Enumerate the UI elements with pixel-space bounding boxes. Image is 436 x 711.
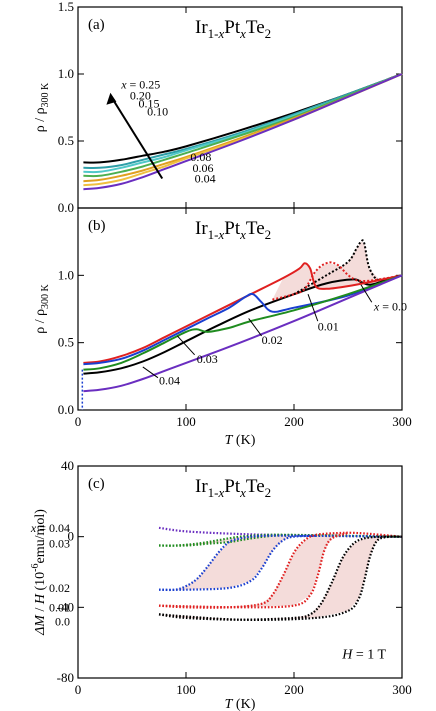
panel-c-series-label: 0.02 [49, 581, 70, 595]
panel-b-resistivity: 0.0 0.5 1.0 0 100 200 300 x = 0.0 0.01 0.02 0.03 0.… [33, 207, 412, 448]
panel-b-ytick-label: 0.5 [58, 335, 74, 350]
panel-c-xtick-label: 0 [75, 682, 82, 697]
panel-a-arrow-head [106, 92, 117, 105]
panel-b-series-label: 0.04 [159, 373, 180, 387]
panel-b-ytick-label: 1.0 [58, 267, 74, 282]
panel-c-series-label: 0.0 [55, 614, 70, 628]
panel-c-ytick-label: 40 [61, 458, 74, 473]
panel-c-series-points [158, 534, 403, 592]
panel-c-series-label: 0.03 [49, 537, 70, 551]
panel-b-series-label: 0.02 [262, 333, 283, 347]
panel-c-hysteresis-area [159, 533, 348, 608]
panel-c-magnetization: -80 -40 0 40 0 100 200 300 x = 0.04 0.03 0.02 0.010… [30, 458, 412, 711]
panel-a-series-line [83, 73, 403, 191]
panel-c-series-label: x = 0.04 [30, 521, 70, 535]
panel-b-xtick-label: 200 [284, 414, 304, 429]
panel-c-hysteresis-area [159, 536, 402, 620]
panel-c-series-hysteresis [158, 532, 349, 609]
panel-b-series-label: 0.03 [197, 352, 218, 366]
panel-c-xtick-label: 100 [176, 682, 196, 697]
panel-c-hysteresis-area [159, 534, 294, 546]
panel-c-xlabel: T (K) [225, 697, 256, 711]
panel-b-label-leader [142, 366, 159, 379]
panel-a-ytick-label: 0.0 [58, 200, 74, 215]
panel-b-series-line [83, 262, 403, 364]
panel-a-series-label: 0.10 [147, 105, 168, 119]
panel-a-ytick-label: 1.0 [58, 66, 74, 81]
panel-b-ylabel: ρ / ρ300 K [33, 283, 51, 333]
panel-c-xtick-label: 200 [284, 682, 304, 697]
panel-a-title: Ir1-xPtxTe2 [195, 17, 271, 41]
panel-b-label-leader [360, 284, 373, 303]
panel-a-arrow-label: x = 0.25 [120, 78, 160, 92]
panel-b-series-label: x = 0.0 [373, 299, 407, 313]
panel-c-frame [77, 465, 403, 679]
panel-b-series-label: 0.01 [318, 320, 339, 334]
panel-b-label-leader [248, 318, 263, 337]
panel-b-frame [77, 207, 403, 411]
panel-a-ylabel: ρ / ρ300 K [33, 82, 51, 132]
panel-a-ytick-label: 1.5 [58, 0, 74, 14]
panel-b-xtick-label: 0 [75, 414, 82, 429]
panel-a-series-label: 0.15 [138, 97, 159, 111]
panel-b-series-line [83, 274, 403, 366]
panel-b-series-hysteresis [293, 239, 403, 296]
panel-c-label: (c) [88, 476, 105, 492]
panel-b-label-leader [307, 294, 319, 322]
panel-c-ytick-label: -80 [57, 670, 74, 685]
panel-c-xtick-label: 300 [392, 682, 412, 697]
panel-b-label-leader [176, 335, 196, 356]
panel-c-field-label: H = 1 T [341, 648, 386, 663]
panel-c-series-points [158, 535, 403, 621]
panel-b-series-line [83, 274, 403, 371]
panel-b-label: (b) [88, 218, 106, 234]
panel-b-ytick-label: 0.0 [58, 402, 74, 417]
panel-c-series-hysteresis [158, 534, 316, 591]
panel-b-series-hysteresis [272, 261, 403, 301]
panel-a-series-label: 0.20 [130, 88, 151, 102]
panel-c-hysteresis-area [159, 535, 316, 590]
panel-a-arrow-line [109, 94, 164, 180]
panel-a-series-label: 0.08 [190, 150, 211, 164]
panel-c-ylabel: ΔM / H (10-6emu/mol) [30, 509, 48, 636]
panel-a-ytick-label: 0.5 [58, 133, 74, 148]
panel-c-title: Ir1-xPtxTe2 [195, 476, 271, 500]
panel-b-series-line [83, 274, 403, 375]
panel-c-series-points [158, 533, 403, 547]
panel-a-series-label: 0.04 [195, 172, 216, 186]
panel-a-series-line [83, 73, 403, 169]
panel-c-ytick-label: 0 [68, 529, 75, 544]
panel-b-xtick-label: 100 [176, 414, 196, 429]
panel-a-series-line [83, 73, 403, 178]
panel-a-resistivity: 0.0 0.5 1.0 1.5 x = 0.250.200.150.10 0.080.06… [33, 0, 403, 215]
panel-b-xlabel: T (K) [225, 433, 256, 448]
panel-b-xtick-label: 300 [392, 414, 412, 429]
panel-b-series-line [83, 274, 403, 393]
panel-a-label: (a) [88, 17, 105, 33]
panel-c-series-label: 0.01 [49, 600, 70, 614]
panel-a-series-label: 0.06 [192, 161, 213, 175]
panel-c-ytick-label: -40 [57, 599, 74, 614]
panel-b-title: Ir1-xPtxTe2 [195, 218, 271, 242]
